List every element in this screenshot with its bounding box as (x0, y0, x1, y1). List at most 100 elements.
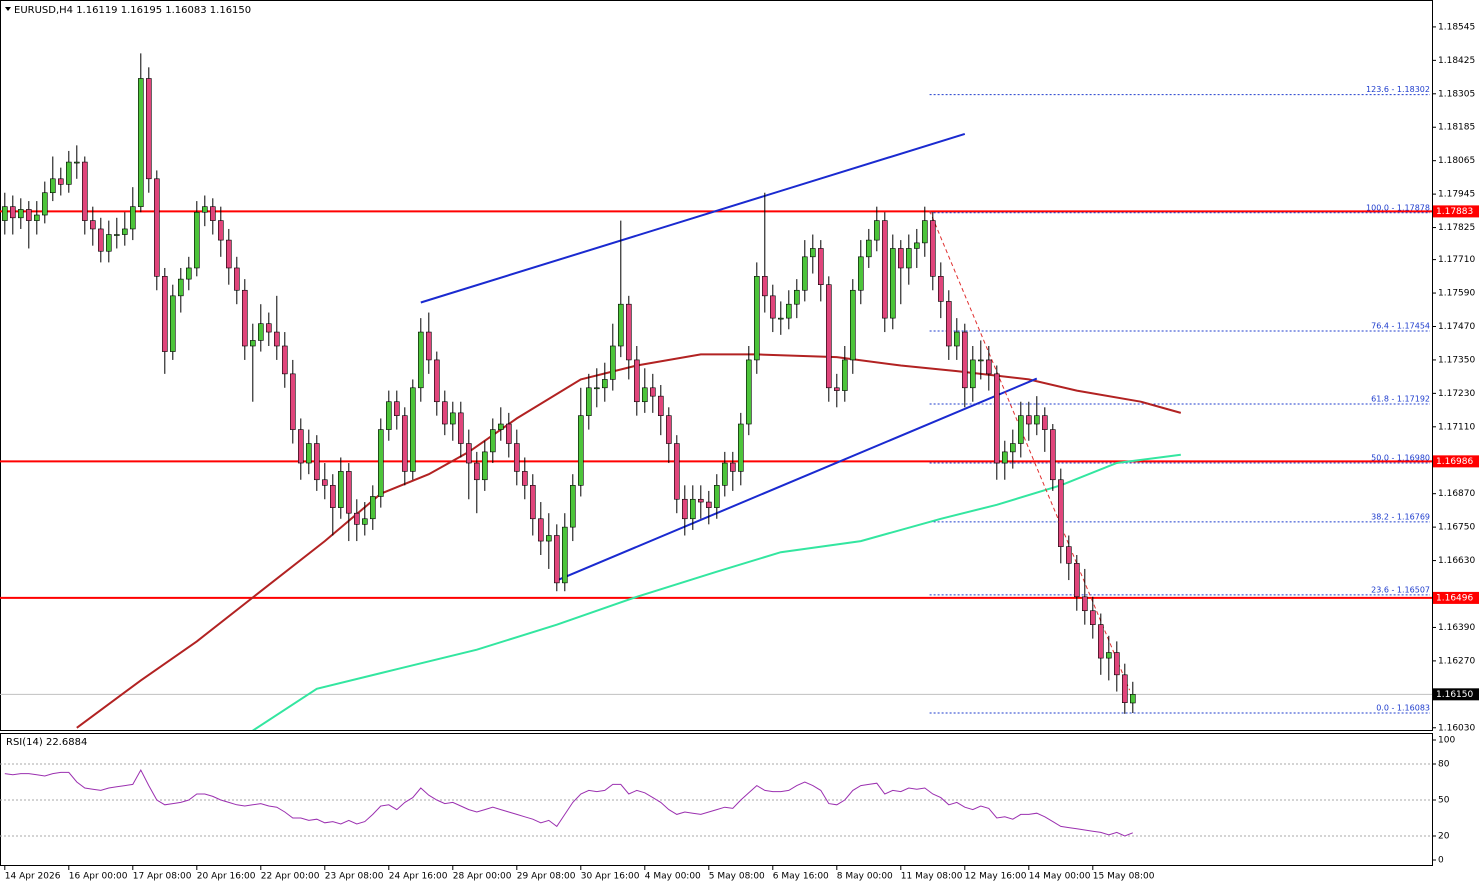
candle-body (929, 220, 936, 277)
candle-body (889, 248, 896, 319)
y-tick-label: 1.18185 (1438, 123, 1475, 133)
x-tick-label: 14 May 00:00 (1029, 872, 1091, 882)
candle-body (409, 387, 416, 472)
candle-body (985, 359, 992, 375)
candle-body (497, 423, 504, 430)
candle-body (841, 359, 848, 391)
candle-body (321, 479, 328, 486)
candle-body (585, 387, 592, 416)
price-box-label: 1.16986 (1436, 457, 1473, 467)
candle-body (74, 161, 80, 164)
candle-body (769, 295, 776, 319)
rsi-label: RSI(14) 22.6884 (6, 737, 87, 748)
candle-body (945, 301, 952, 347)
candle-body (457, 412, 464, 444)
moving-average (76, 353, 1182, 729)
rsi-tick-label: 20 (1438, 832, 1450, 842)
trendline (556, 377, 1038, 582)
main-panel (0, 0, 1433, 731)
candle-body (481, 451, 488, 481)
trendline (420, 132, 966, 304)
y-tick-label: 1.17350 (1438, 355, 1475, 365)
candle-body (1090, 610, 1096, 625)
candle-body (234, 267, 240, 291)
y-tick-label: 1.18425 (1438, 56, 1475, 66)
candle-body (921, 220, 928, 244)
candle-body (114, 234, 120, 236)
fib-label: 61.8 - 1.17192 (1371, 394, 1430, 403)
candle-body (857, 256, 864, 291)
candle-body (665, 415, 672, 444)
fib-label: 0.0 - 1.16083 (1376, 704, 1430, 713)
candle-body (41, 192, 48, 216)
candle-body (641, 387, 648, 403)
candle-body (10, 206, 16, 219)
price-box (1433, 205, 1479, 218)
candle-body (106, 234, 112, 252)
candle-body (57, 178, 64, 185)
candle-body (1026, 415, 1032, 425)
y-tick-label: 1.17825 (1438, 223, 1475, 233)
candle-body (505, 423, 512, 444)
candle-body (1122, 674, 1128, 703)
y-tick-label: 1.17470 (1438, 322, 1475, 332)
candle-body (745, 359, 752, 425)
candle-body (1042, 415, 1048, 430)
candle-body (937, 276, 944, 302)
candle-body (569, 485, 576, 528)
rsi-line (4, 768, 1133, 837)
menu-arrow[interactable] (5, 7, 11, 11)
candle-body (529, 485, 536, 520)
candle-body (729, 462, 736, 472)
y-tick-label: 1.17945 (1438, 190, 1475, 200)
y-tick-label: 1.16390 (1438, 623, 1475, 633)
candle-body (969, 359, 976, 389)
candle-body (138, 78, 144, 207)
candle-body (1050, 429, 1056, 481)
candle-body (849, 289, 856, 361)
candle-body (1130, 694, 1136, 704)
candle-body (194, 211, 200, 269)
price-box-label: 1.16150 (1436, 690, 1473, 700)
x-tick-label: 4 May 00:00 (645, 872, 701, 882)
y-tick-label: 1.16630 (1438, 556, 1475, 566)
candle-body (833, 387, 840, 391)
candle-body (1034, 415, 1040, 425)
candle-body (705, 501, 712, 508)
x-tick-label: 24 Apr 16:00 (389, 872, 448, 882)
candle-body (1066, 546, 1072, 564)
candle-body (649, 387, 656, 397)
candle-body (873, 220, 880, 241)
candle-body (25, 209, 32, 221)
y-tick-label: 1.17110 (1438, 422, 1475, 432)
x-tick-label: 30 Apr 16:00 (581, 872, 640, 882)
y-tick-label: 1.17230 (1438, 389, 1475, 399)
fib-label: 76.4 - 1.17454 (1371, 321, 1430, 330)
candle-body (625, 303, 632, 361)
candle-body (905, 248, 912, 269)
candle-body (561, 526, 568, 584)
candle-body (1082, 596, 1088, 612)
candle-body (210, 206, 216, 221)
candle-body (817, 248, 824, 285)
candle-body (369, 496, 376, 520)
candle-body (553, 535, 560, 584)
candle-body (90, 220, 96, 230)
candle-body (305, 443, 312, 464)
candle-body (793, 289, 800, 305)
candle-body (385, 401, 392, 430)
candle-body (657, 395, 664, 416)
candle-body (785, 303, 792, 319)
candle-body (713, 485, 720, 508)
candle-body (49, 178, 56, 194)
candle-body (401, 415, 408, 472)
candle-body (473, 462, 480, 481)
candle-body (218, 220, 224, 241)
price-box (1433, 455, 1479, 468)
candle-body (737, 423, 744, 472)
x-tick-label: 23 Apr 08:00 (325, 872, 384, 882)
candle-body (617, 303, 624, 347)
y-tick-label: 1.16870 (1438, 489, 1475, 499)
